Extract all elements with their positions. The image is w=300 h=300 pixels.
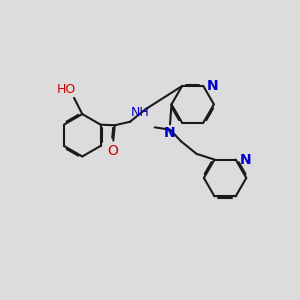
Text: HO: HO [57,82,76,95]
Text: NH: NH [130,106,149,119]
Text: N: N [239,153,251,166]
Text: O: O [107,144,118,158]
Text: N: N [207,79,219,93]
Text: N: N [164,126,176,140]
